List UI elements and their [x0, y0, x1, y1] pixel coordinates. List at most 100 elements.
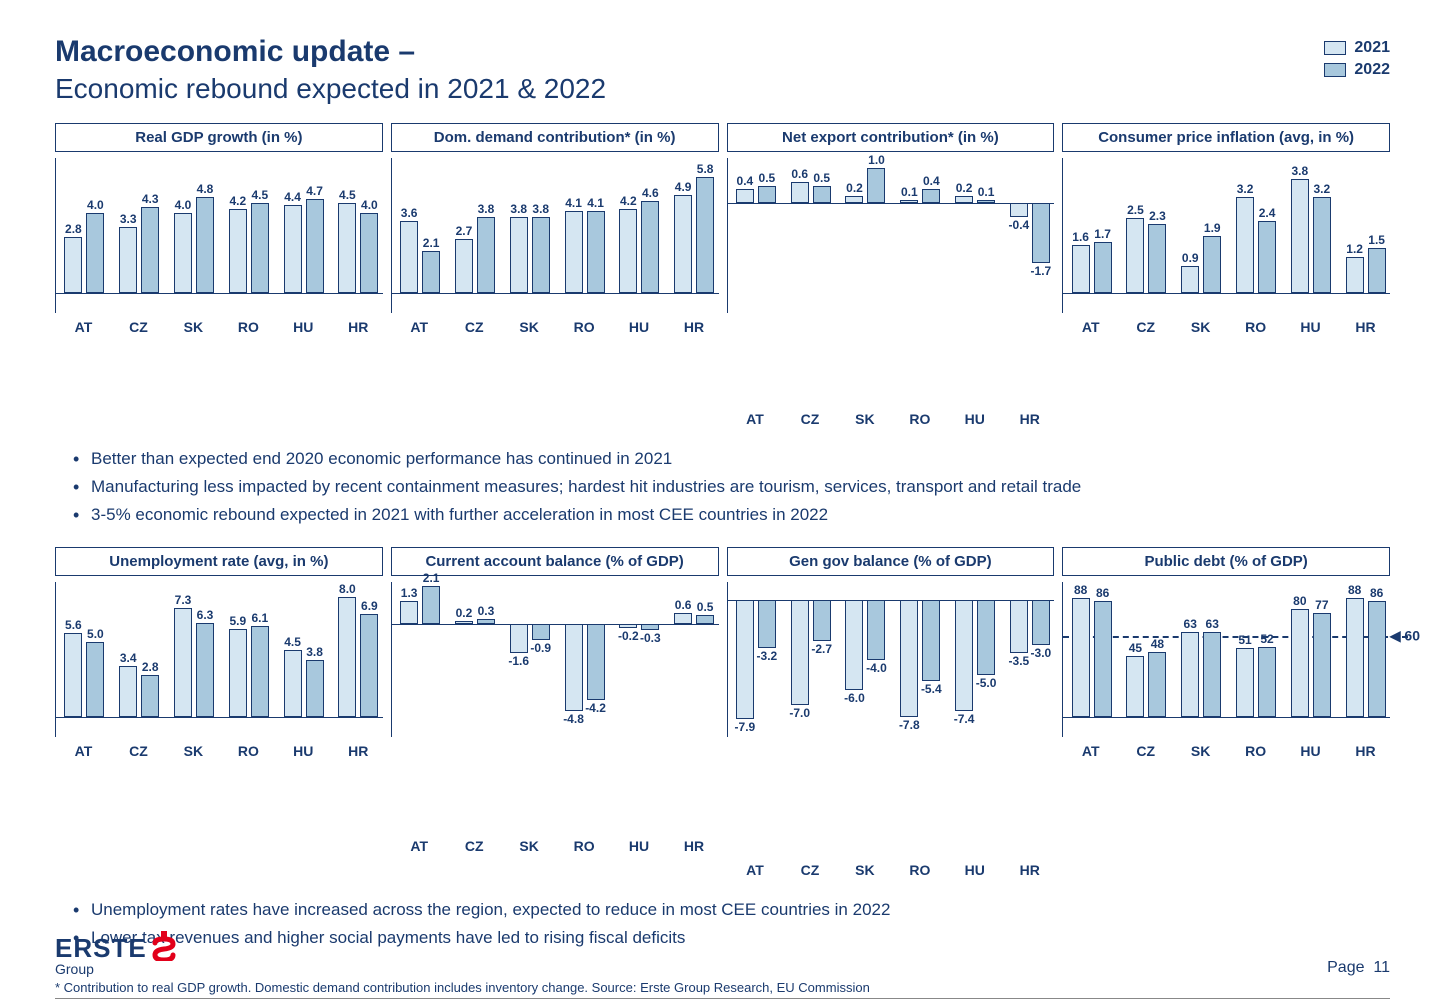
header: Macroeconomic update – Economic rebound … [55, 35, 1390, 105]
axis-label: HR [336, 319, 381, 335]
bar: 1.0 [867, 168, 885, 203]
bar: 3.8 [306, 660, 324, 717]
bars-container: 2.84.03.34.34.04.84.24.54.44.74.54.0 [62, 158, 381, 313]
bar-label: -7.9 [735, 720, 756, 734]
bar-label: 4.2 [620, 194, 637, 208]
bar: 2.3 [1148, 224, 1166, 293]
axis-label: CZ [116, 743, 161, 759]
country-group: 4.14.1 [562, 158, 607, 313]
bar-label: -1.6 [508, 654, 529, 668]
legend-swatch [1324, 41, 1346, 55]
bar-label: 0.9 [1182, 251, 1199, 265]
bar: -0.2 [619, 624, 637, 628]
bar: 6.9 [360, 614, 378, 718]
country-group: 8886 [1069, 582, 1114, 737]
bar-label: 4.5 [284, 635, 301, 649]
bar: 51 [1236, 648, 1254, 717]
country-group: -7.9-3.2 [734, 582, 779, 737]
bar-label: 63 [1206, 617, 1219, 631]
bar: 0.2 [845, 196, 863, 203]
country-group: -0.4 -1.7 [1007, 158, 1052, 313]
axis-label: SK [171, 319, 216, 335]
legend: 2021 2022 [1324, 39, 1390, 79]
bar: 8.0 [338, 597, 356, 717]
bar: 48 [1148, 652, 1166, 717]
axis-label: HR [1343, 319, 1388, 335]
bar-label: -5.4 [921, 682, 942, 696]
bar: 4.5 [251, 203, 269, 293]
country-group: 2.73.8 [453, 158, 498, 313]
bar: 3.8 [510, 217, 528, 293]
bars-container: 3.62.12.73.83.83.84.14.14.24.64.95.8 [398, 158, 717, 313]
axis-label: RO [1233, 743, 1278, 759]
country-group: -7.4-5.0 [953, 582, 998, 737]
country-group: 6363 [1179, 582, 1224, 737]
bar-label: 4.7 [306, 184, 323, 198]
country-group: 5152 [1234, 582, 1279, 737]
country-group: 3.62.1 [398, 158, 443, 313]
bar: -3.0 [1032, 600, 1050, 645]
axis-label: HR [1007, 862, 1052, 878]
bar: 4.5 [338, 203, 356, 293]
bar-label: -0.4 [1009, 218, 1030, 232]
bar: -1.6 [510, 624, 528, 653]
legend-item: 2022 [1324, 61, 1390, 79]
country-group: 3.2 2.4 [1234, 158, 1279, 313]
country-group: -7.8-5.4 [898, 582, 943, 737]
bar-label: 3.2 [1237, 182, 1254, 196]
bar-label: 86 [1370, 586, 1383, 600]
chart-title: Net export contribution* (in %) [727, 123, 1055, 152]
country-group: 8.06.9 [336, 582, 381, 737]
bar: 3.6 [400, 221, 418, 293]
logo-s-icon [151, 931, 177, 961]
axis-label: AT [733, 862, 778, 878]
chart-title: Gen gov balance (% of GDP) [727, 547, 1055, 576]
axis-label: HR [672, 319, 717, 335]
bar-label: -3.5 [1009, 654, 1030, 668]
bar-label: 0.5 [813, 171, 830, 185]
bullet-item: 3-5% economic rebound expected in 2021 w… [73, 501, 1390, 529]
bar-label: 48 [1151, 637, 1164, 651]
footnote: * Contribution to real GDP growth. Domes… [55, 980, 1390, 999]
axis-label: AT [733, 411, 778, 427]
legend-label: 2021 [1354, 39, 1390, 57]
bar-label: -4.8 [563, 712, 584, 726]
bar: 0.5 [813, 186, 831, 204]
logo-sub: Group [55, 961, 177, 977]
axis-label: SK [1178, 319, 1223, 335]
bullets-1: Better than expected end 2020 economic p… [73, 445, 1390, 529]
country-group: -0.2-0.3 [617, 582, 662, 737]
axis-labels: ATCZSKROHUHR [55, 319, 383, 335]
axis-label: CZ [1123, 319, 1168, 335]
chart-area: 0.40.50.60.50.21.00.10.40.20.1-0.4-1.7 [727, 158, 1055, 313]
bar: -7.8 [900, 600, 918, 717]
country-group: 7.36.3 [172, 582, 217, 737]
axis-label: AT [1068, 319, 1113, 335]
axis-label: RO [226, 743, 271, 759]
country-group: 5.96.1 [226, 582, 271, 737]
bar-label: 2.4 [1259, 206, 1276, 220]
bar-label: -2.7 [811, 642, 832, 656]
country-group: 4.54.0 [336, 158, 381, 313]
chart-area: ◀ 60888645486363515280778886 [1062, 582, 1390, 737]
country-group: 8077 [1288, 582, 1333, 737]
bar: 0.6 [674, 613, 692, 624]
bar: 2.4 [1258, 221, 1276, 293]
chart-panel: Net export contribution* (in %)0.40.50.6… [727, 123, 1055, 427]
axis-label: CZ [452, 319, 497, 335]
bar-label: 8.0 [339, 582, 356, 596]
axis-label: CZ [1123, 743, 1168, 759]
bars-container: -7.9-3.2-7.0-2.7-6.0-4.0-7.8-5.4-7.4-5.0… [734, 582, 1053, 737]
bar: 4.1 [565, 211, 583, 293]
bar-label: -1.7 [1031, 264, 1052, 278]
chart-area: 2.84.03.34.34.04.84.24.54.44.74.54.0 [55, 158, 383, 313]
bar-label: -7.4 [954, 712, 975, 726]
bar-label: 3.8 [510, 202, 527, 216]
bars-container: 0.40.50.60.50.21.00.10.40.20.1-0.4-1.7 [734, 158, 1053, 313]
chart-panel: Gen gov balance (% of GDP)-7.9-3.2-7.0-2… [727, 547, 1055, 878]
bar-label: 3.2 [1313, 182, 1330, 196]
bar-label: 0.1 [978, 185, 995, 199]
axis-labels: ATCZSKROHUHR [391, 319, 719, 335]
bar-label: 45 [1129, 641, 1142, 655]
bar: 5.6 [64, 633, 82, 717]
